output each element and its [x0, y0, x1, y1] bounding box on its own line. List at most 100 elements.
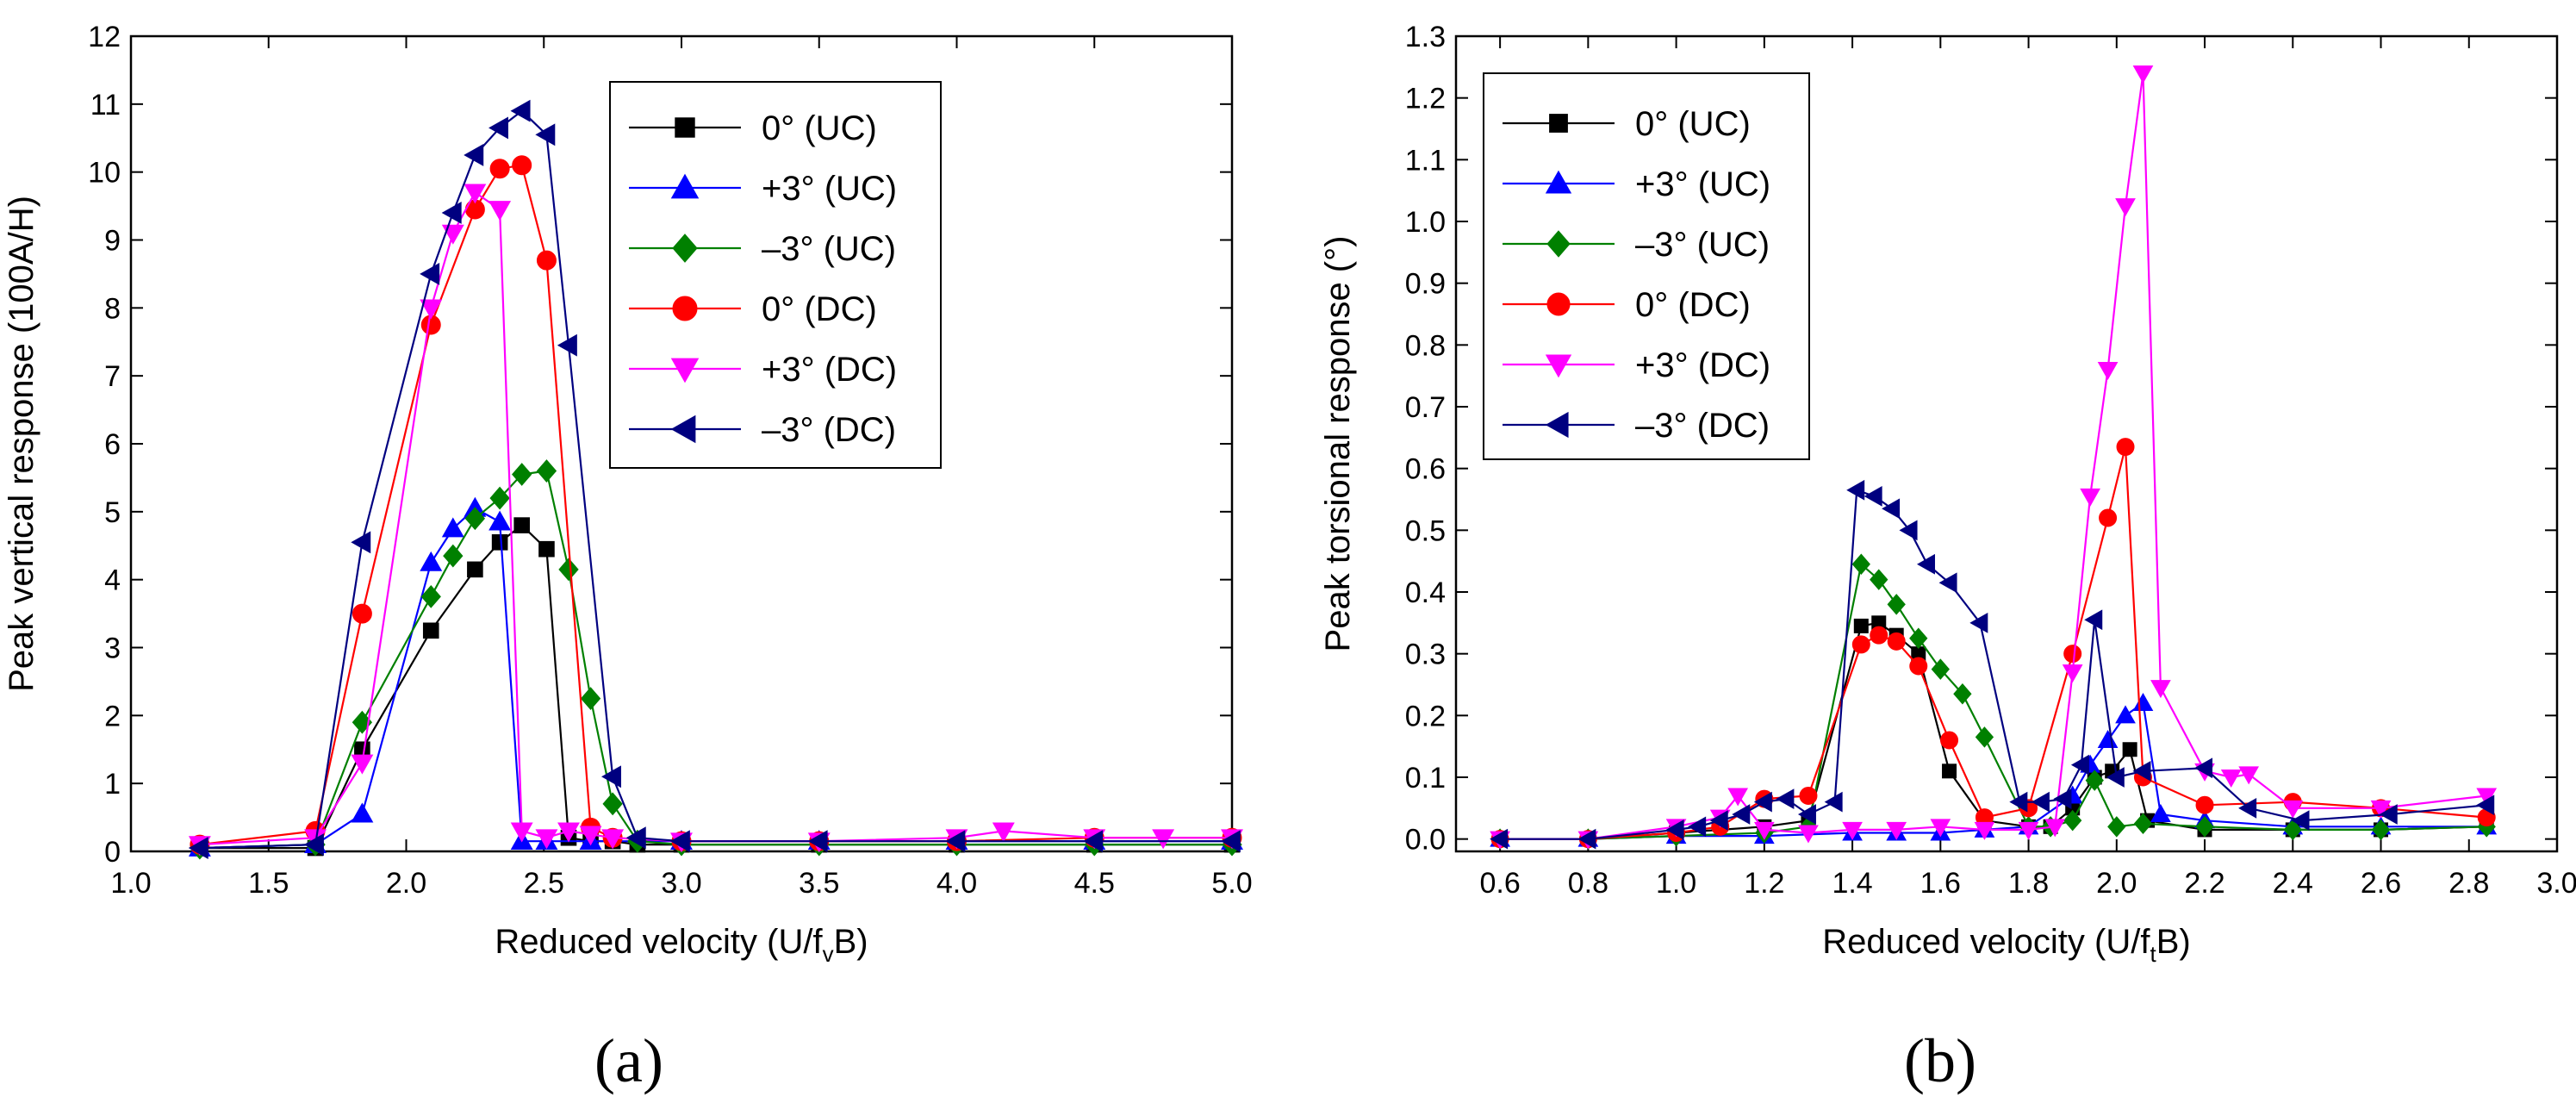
data-point [2238, 766, 2260, 785]
data-point [464, 144, 484, 166]
data-point [1938, 572, 1957, 594]
data-point [1846, 479, 1865, 501]
legend-label: –3° (DC) [1635, 407, 1770, 445]
data-point [1824, 791, 1843, 813]
data-point [2044, 819, 2066, 838]
data-point [945, 830, 966, 853]
data-point [2133, 813, 2153, 835]
y-tick-label: 1.0 [1405, 206, 1446, 239]
legend-box [1483, 72, 1810, 460]
x-tick-label: 2.8 [2448, 867, 2489, 900]
y-axis-label: Peak vertical response (100A/H) [3, 196, 40, 692]
x-tick-label: 1.8 [2008, 867, 2049, 900]
data-point [601, 829, 625, 850]
data-point [464, 507, 486, 531]
y-tick-label: 1.1 [1405, 144, 1446, 177]
data-point [1732, 804, 1751, 825]
data-point [1909, 627, 1928, 650]
x-tick-label: 2.2 [2184, 867, 2224, 900]
y-tick-label: 0.5 [1405, 514, 1446, 547]
y-tick-label: 0.0 [1405, 824, 1446, 857]
data-point [420, 551, 443, 571]
y-tick-label: 1.3 [1405, 21, 1446, 53]
x-tick-label: 1.2 [1744, 867, 1784, 900]
data-point [2220, 770, 2242, 788]
data-point [1975, 726, 1994, 748]
data-point [2238, 797, 2257, 819]
legend-label: –3° (UC) [762, 230, 896, 268]
data-point [510, 99, 531, 122]
series-1 [191, 517, 1241, 857]
data-point [2085, 770, 2104, 791]
data-point [2099, 508, 2118, 527]
data-point [2116, 438, 2135, 457]
legend-label: 0° (UC) [762, 109, 877, 147]
data-point [1887, 632, 1906, 651]
data-point [2195, 816, 2214, 838]
data-point [602, 792, 623, 816]
data-point [1930, 819, 1951, 838]
data-point [1886, 821, 1907, 840]
legend-marker [675, 117, 695, 138]
x-tick-label: 1.6 [1920, 867, 1961, 900]
data-point [2009, 791, 2028, 813]
x-tick-label: 1.4 [1832, 867, 1872, 900]
series-line [1500, 446, 2487, 840]
data-point [538, 540, 555, 558]
data-point [1882, 498, 1901, 520]
panel-a: 1.0 1.5 2.0 2.5 3.0 3.5 4.0 4.5 5.00123456789101… [3, 21, 1253, 1095]
legend-marker [1546, 292, 1571, 316]
data-point [1887, 594, 1906, 615]
data-point [1727, 788, 1749, 807]
data-point [1577, 828, 1596, 850]
y-tick-label: 0.1 [1405, 762, 1446, 795]
legend-marker [672, 296, 698, 321]
panel-label: (a) [594, 1026, 663, 1095]
data-point [625, 826, 646, 850]
data-point [2107, 816, 2126, 838]
x-tick-label: 1.0 [1656, 867, 1696, 900]
data-point [188, 837, 208, 860]
legend-marker [670, 414, 696, 444]
data-point [2031, 791, 2050, 813]
legend-marker [1546, 230, 1571, 258]
data-point [441, 517, 464, 538]
x-axis-label: Reduced velocity (U/fvB) [495, 923, 868, 967]
y-tick-label: 4 [104, 564, 121, 597]
y-tick-label: 8 [104, 292, 121, 325]
data-point [351, 531, 371, 554]
x-tick-label: 3.5 [799, 867, 839, 900]
y-tick-label: 2 [104, 700, 121, 732]
data-point [536, 250, 557, 271]
series-6 [1490, 479, 2495, 850]
x-tick-label: 2.6 [2361, 867, 2401, 900]
data-point [1753, 791, 1772, 813]
data-point [2063, 809, 2082, 832]
data-point [1853, 618, 1869, 633]
data-point [1851, 553, 1870, 576]
data-point [420, 584, 441, 608]
series-4 [1490, 438, 2496, 849]
series-line [199, 470, 1232, 850]
y-tick-label: 0.2 [1405, 700, 1446, 732]
y-tick-label: 1.2 [1405, 83, 1446, 115]
data-point [1909, 657, 1928, 676]
y-tick-label: 11 [90, 89, 121, 122]
legend-label: +3° (UC) [762, 170, 897, 208]
data-point [1753, 821, 1775, 840]
y-tick-label: 7 [104, 360, 121, 393]
data-point [2062, 664, 2083, 683]
legend: 0° (UC) +3° (UC) –3° (UC) 0° (DC) +3° (DC) –3… [1483, 72, 1810, 460]
y-tick-label: 9 [104, 225, 121, 258]
data-point [2084, 609, 2103, 631]
x-tick-label: 0.6 [1479, 867, 1520, 900]
data-point [1974, 821, 1995, 840]
data-point [443, 544, 464, 568]
data-point [2150, 680, 2171, 699]
data-point [2115, 198, 2136, 217]
data-point [1931, 658, 1950, 680]
data-point [1953, 682, 1972, 705]
x-tick-label: 1.0 [110, 867, 151, 900]
data-point [2379, 804, 2398, 825]
data-point [2195, 795, 2214, 814]
